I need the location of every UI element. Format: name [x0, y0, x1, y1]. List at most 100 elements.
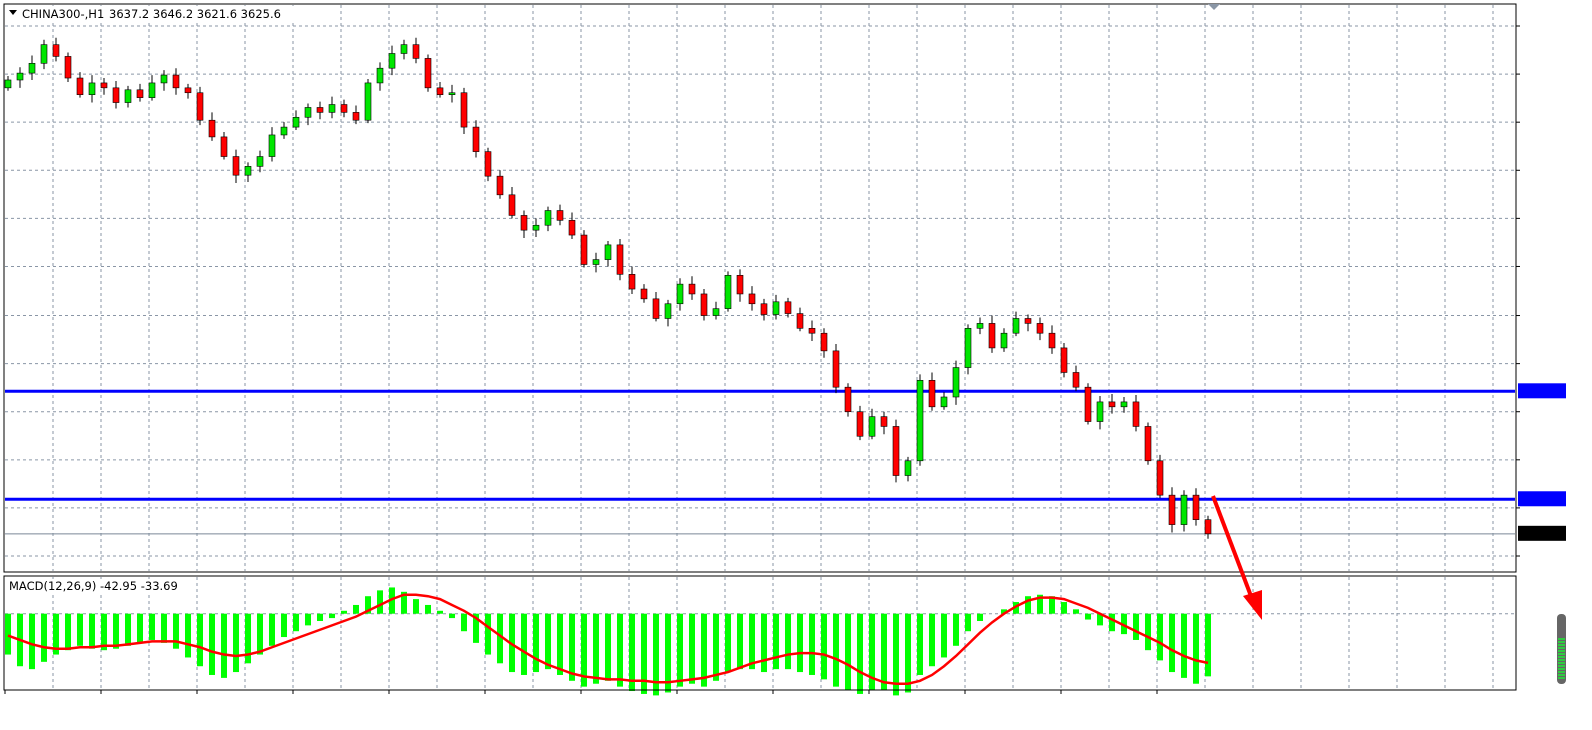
candle-body [376, 67, 384, 84]
macd-histogram-bar [905, 613, 911, 693]
candle [808, 320, 816, 342]
macd-histogram-bar [797, 613, 803, 673]
candle-body [616, 244, 624, 275]
candle-body [1108, 401, 1116, 408]
main-chart-frame [3, 3, 1517, 573]
candle [496, 170, 504, 199]
macd-histogram-bar [785, 613, 791, 670]
scroll-segment [1558, 662, 1565, 664]
candle [544, 206, 552, 232]
scroll-segment [1558, 650, 1565, 652]
triangle-down-icon[interactable] [9, 10, 17, 15]
macd-histogram-bar [137, 613, 143, 643]
macd-histogram-bar [1157, 613, 1163, 661]
candle [340, 99, 348, 118]
macd-histogram-bar [929, 613, 935, 667]
candle-body [1036, 323, 1044, 334]
candle-body [1132, 401, 1140, 427]
macd-histogram-bar [569, 613, 575, 681]
candle-body [220, 136, 228, 157]
candle-body [580, 234, 588, 265]
candle [532, 218, 540, 238]
candle [220, 132, 228, 160]
candle-body [820, 332, 828, 352]
horizontal-levels[interactable] [5, 389, 1515, 501]
candle [916, 374, 924, 466]
macd-histogram-bar [101, 613, 107, 651]
candle-body [160, 74, 168, 84]
candle-body [952, 367, 960, 398]
candle [52, 37, 60, 62]
scroll-segment [1558, 665, 1565, 667]
candle-body [340, 104, 348, 113]
candle [100, 78, 108, 95]
candle [412, 37, 420, 64]
candle-body [292, 116, 300, 128]
candle [1024, 314, 1032, 332]
candle-body [232, 156, 240, 176]
candle-body [736, 274, 744, 295]
candle [196, 86, 204, 126]
candle-body [1120, 401, 1128, 408]
candle-body [508, 194, 516, 216]
macd-histogram-bar [1145, 613, 1151, 651]
candle-body [520, 215, 528, 231]
candle-body [904, 460, 912, 476]
macd-histogram-bar [1181, 613, 1187, 678]
scroll-segment [1558, 638, 1565, 640]
price-axis [1516, 25, 1566, 557]
macd-histogram-bar [1073, 609, 1079, 614]
macd-histogram-bar [401, 591, 407, 614]
scroll-segment [1558, 647, 1565, 649]
level-badge [1518, 383, 1566, 399]
candle [604, 240, 612, 267]
macd-histogram-bar [857, 613, 863, 694]
candle-body [64, 56, 72, 79]
candle [352, 105, 360, 125]
candle [256, 150, 264, 173]
candle [676, 278, 684, 311]
macd-histogram-bar [293, 613, 299, 632]
candle [1192, 488, 1200, 526]
candle [844, 383, 852, 417]
candle [736, 269, 744, 302]
candle-body [400, 44, 408, 54]
candle [40, 39, 48, 70]
scroll-segment [1558, 653, 1565, 655]
candle-body [100, 82, 108, 89]
candle [172, 68, 180, 95]
macd-histogram-bar [773, 613, 779, 670]
candle [820, 328, 828, 358]
candle-body [1192, 494, 1200, 520]
candle-body [724, 274, 732, 309]
scroll-segment [1558, 668, 1565, 670]
scroll-segment [1558, 656, 1565, 658]
candle [1204, 515, 1212, 539]
level-badge [1518, 491, 1566, 507]
scroll-segment [1558, 641, 1565, 643]
candle-body [880, 416, 888, 427]
macd-histogram-bar [617, 613, 623, 687]
down-arrow-annotation[interactable] [1211, 495, 1262, 620]
macd-histogram-bar [353, 604, 359, 614]
candle [304, 103, 312, 126]
candle-body [184, 87, 192, 94]
candle [1012, 311, 1020, 337]
macd-histogram-bar [173, 613, 179, 649]
macd-histogram-bar [881, 613, 887, 690]
candle-body [1156, 460, 1164, 496]
candle [868, 408, 876, 440]
shift-marker-icon[interactable] [1208, 4, 1220, 10]
candle [700, 289, 708, 321]
macd-histogram-bar [77, 613, 83, 646]
macd-histogram-bar [65, 613, 71, 651]
scroll-indicator[interactable] [1557, 614, 1566, 684]
candle-body [592, 259, 600, 265]
candle [784, 297, 792, 318]
macd-histogram-bar [953, 613, 959, 646]
candle [580, 230, 588, 268]
candle-body [796, 313, 804, 329]
macd-histogram-bar [425, 604, 431, 614]
